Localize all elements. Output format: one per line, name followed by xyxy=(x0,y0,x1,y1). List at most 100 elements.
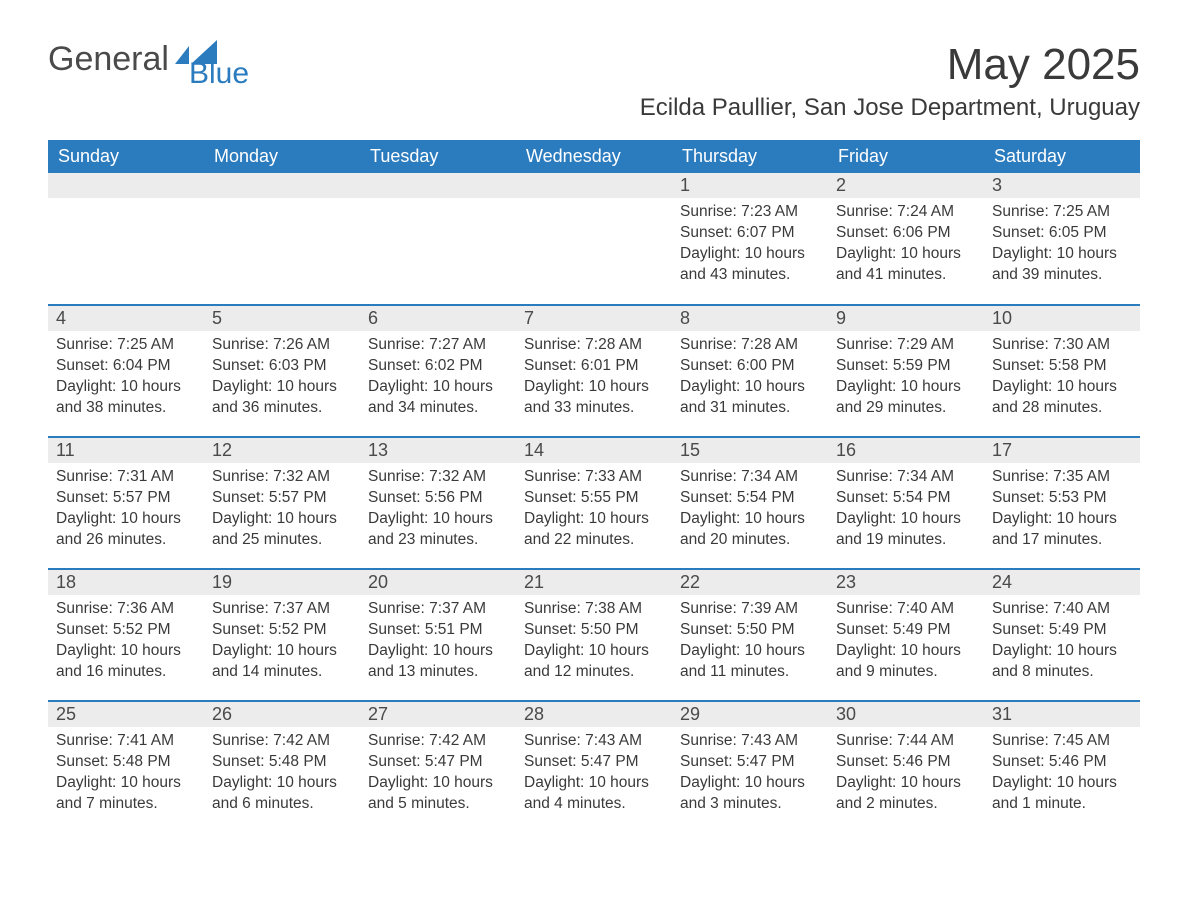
day-details: Sunrise: 7:29 AMSunset: 5:59 PMDaylight:… xyxy=(828,331,984,427)
day-details: Sunrise: 7:28 AMSunset: 6:01 PMDaylight:… xyxy=(516,331,672,427)
calendar-day-cell: 2Sunrise: 7:24 AMSunset: 6:06 PMDaylight… xyxy=(828,173,984,305)
calendar-day-cell: 25Sunrise: 7:41 AMSunset: 5:48 PMDayligh… xyxy=(48,701,204,833)
day-number: 16 xyxy=(828,438,984,463)
day-number-empty xyxy=(516,173,672,198)
logo-text-general: General xyxy=(48,40,169,79)
day-header: Friday xyxy=(828,140,984,173)
day-number: 2 xyxy=(828,173,984,198)
calendar-day-cell: 26Sunrise: 7:42 AMSunset: 5:48 PMDayligh… xyxy=(204,701,360,833)
calendar-day-cell xyxy=(48,173,204,305)
calendar-day-cell xyxy=(360,173,516,305)
day-header: Sunday xyxy=(48,140,204,173)
calendar-day-cell: 14Sunrise: 7:33 AMSunset: 5:55 PMDayligh… xyxy=(516,437,672,569)
day-number: 17 xyxy=(984,438,1140,463)
day-header-row: SundayMondayTuesdayWednesdayThursdayFrid… xyxy=(48,140,1140,173)
calendar-day-cell: 11Sunrise: 7:31 AMSunset: 5:57 PMDayligh… xyxy=(48,437,204,569)
calendar-day-cell: 9Sunrise: 7:29 AMSunset: 5:59 PMDaylight… xyxy=(828,305,984,437)
day-number: 5 xyxy=(204,306,360,331)
calendar-body: 1Sunrise: 7:23 AMSunset: 6:07 PMDaylight… xyxy=(48,173,1140,833)
day-details: Sunrise: 7:41 AMSunset: 5:48 PMDaylight:… xyxy=(48,727,204,823)
day-details: Sunrise: 7:43 AMSunset: 5:47 PMDaylight:… xyxy=(672,727,828,823)
calendar-day-cell: 19Sunrise: 7:37 AMSunset: 5:52 PMDayligh… xyxy=(204,569,360,701)
day-number: 29 xyxy=(672,702,828,727)
day-details: Sunrise: 7:28 AMSunset: 6:00 PMDaylight:… xyxy=(672,331,828,427)
day-details: Sunrise: 7:26 AMSunset: 6:03 PMDaylight:… xyxy=(204,331,360,427)
day-number: 12 xyxy=(204,438,360,463)
calendar-day-cell: 7Sunrise: 7:28 AMSunset: 6:01 PMDaylight… xyxy=(516,305,672,437)
calendar-week: 4Sunrise: 7:25 AMSunset: 6:04 PMDaylight… xyxy=(48,305,1140,437)
day-details: Sunrise: 7:39 AMSunset: 5:50 PMDaylight:… xyxy=(672,595,828,691)
day-number: 1 xyxy=(672,173,828,198)
calendar-week: 1Sunrise: 7:23 AMSunset: 6:07 PMDaylight… xyxy=(48,173,1140,305)
day-details: Sunrise: 7:36 AMSunset: 5:52 PMDaylight:… xyxy=(48,595,204,691)
day-details: Sunrise: 7:30 AMSunset: 5:58 PMDaylight:… xyxy=(984,331,1140,427)
day-number: 7 xyxy=(516,306,672,331)
day-number: 19 xyxy=(204,570,360,595)
calendar-day-cell: 12Sunrise: 7:32 AMSunset: 5:57 PMDayligh… xyxy=(204,437,360,569)
calendar-day-cell: 24Sunrise: 7:40 AMSunset: 5:49 PMDayligh… xyxy=(984,569,1140,701)
day-number: 6 xyxy=(360,306,516,331)
day-details: Sunrise: 7:34 AMSunset: 5:54 PMDaylight:… xyxy=(672,463,828,559)
day-number-empty xyxy=(48,173,204,198)
day-header: Wednesday xyxy=(516,140,672,173)
calendar-day-cell: 21Sunrise: 7:38 AMSunset: 5:50 PMDayligh… xyxy=(516,569,672,701)
day-details: Sunrise: 7:42 AMSunset: 5:47 PMDaylight:… xyxy=(360,727,516,823)
day-number: 8 xyxy=(672,306,828,331)
day-header: Monday xyxy=(204,140,360,173)
day-details: Sunrise: 7:33 AMSunset: 5:55 PMDaylight:… xyxy=(516,463,672,559)
calendar-day-cell: 15Sunrise: 7:34 AMSunset: 5:54 PMDayligh… xyxy=(672,437,828,569)
day-number: 10 xyxy=(984,306,1140,331)
day-details: Sunrise: 7:37 AMSunset: 5:51 PMDaylight:… xyxy=(360,595,516,691)
calendar-day-cell: 16Sunrise: 7:34 AMSunset: 5:54 PMDayligh… xyxy=(828,437,984,569)
day-number: 31 xyxy=(984,702,1140,727)
day-number: 14 xyxy=(516,438,672,463)
day-details: Sunrise: 7:42 AMSunset: 5:48 PMDaylight:… xyxy=(204,727,360,823)
day-number: 23 xyxy=(828,570,984,595)
calendar-day-cell xyxy=(516,173,672,305)
calendar-day-cell: 17Sunrise: 7:35 AMSunset: 5:53 PMDayligh… xyxy=(984,437,1140,569)
day-number: 9 xyxy=(828,306,984,331)
day-number: 13 xyxy=(360,438,516,463)
day-details: Sunrise: 7:43 AMSunset: 5:47 PMDaylight:… xyxy=(516,727,672,823)
day-number: 11 xyxy=(48,438,204,463)
day-details: Sunrise: 7:32 AMSunset: 5:56 PMDaylight:… xyxy=(360,463,516,559)
calendar-day-cell: 1Sunrise: 7:23 AMSunset: 6:07 PMDaylight… xyxy=(672,173,828,305)
calendar-day-cell: 3Sunrise: 7:25 AMSunset: 6:05 PMDaylight… xyxy=(984,173,1140,305)
day-details: Sunrise: 7:45 AMSunset: 5:46 PMDaylight:… xyxy=(984,727,1140,823)
day-number: 24 xyxy=(984,570,1140,595)
day-header: Tuesday xyxy=(360,140,516,173)
calendar-table: SundayMondayTuesdayWednesdayThursdayFrid… xyxy=(48,140,1140,833)
day-number-empty xyxy=(360,173,516,198)
day-details: Sunrise: 7:25 AMSunset: 6:05 PMDaylight:… xyxy=(984,198,1140,294)
day-number: 15 xyxy=(672,438,828,463)
day-details: Sunrise: 7:38 AMSunset: 5:50 PMDaylight:… xyxy=(516,595,672,691)
page-title: May 2025 xyxy=(947,40,1140,90)
day-details: Sunrise: 7:27 AMSunset: 6:02 PMDaylight:… xyxy=(360,331,516,427)
day-number: 22 xyxy=(672,570,828,595)
day-details: Sunrise: 7:35 AMSunset: 5:53 PMDaylight:… xyxy=(984,463,1140,559)
calendar-week: 11Sunrise: 7:31 AMSunset: 5:57 PMDayligh… xyxy=(48,437,1140,569)
day-details: Sunrise: 7:40 AMSunset: 5:49 PMDaylight:… xyxy=(984,595,1140,691)
day-number: 3 xyxy=(984,173,1140,198)
day-number: 4 xyxy=(48,306,204,331)
calendar-day-cell: 8Sunrise: 7:28 AMSunset: 6:00 PMDaylight… xyxy=(672,305,828,437)
day-number-empty xyxy=(204,173,360,198)
day-header: Thursday xyxy=(672,140,828,173)
calendar-day-cell: 10Sunrise: 7:30 AMSunset: 5:58 PMDayligh… xyxy=(984,305,1140,437)
day-details: Sunrise: 7:32 AMSunset: 5:57 PMDaylight:… xyxy=(204,463,360,559)
day-details: Sunrise: 7:34 AMSunset: 5:54 PMDaylight:… xyxy=(828,463,984,559)
day-number: 28 xyxy=(516,702,672,727)
day-header: Saturday xyxy=(984,140,1140,173)
day-number: 25 xyxy=(48,702,204,727)
calendar-day-cell: 27Sunrise: 7:42 AMSunset: 5:47 PMDayligh… xyxy=(360,701,516,833)
calendar-day-cell: 18Sunrise: 7:36 AMSunset: 5:52 PMDayligh… xyxy=(48,569,204,701)
calendar-day-cell: 13Sunrise: 7:32 AMSunset: 5:56 PMDayligh… xyxy=(360,437,516,569)
day-number: 21 xyxy=(516,570,672,595)
calendar-week: 25Sunrise: 7:41 AMSunset: 5:48 PMDayligh… xyxy=(48,701,1140,833)
day-details: Sunrise: 7:23 AMSunset: 6:07 PMDaylight:… xyxy=(672,198,828,294)
calendar-day-cell: 23Sunrise: 7:40 AMSunset: 5:49 PMDayligh… xyxy=(828,569,984,701)
calendar-day-cell: 5Sunrise: 7:26 AMSunset: 6:03 PMDaylight… xyxy=(204,305,360,437)
calendar-day-cell: 30Sunrise: 7:44 AMSunset: 5:46 PMDayligh… xyxy=(828,701,984,833)
day-details: Sunrise: 7:44 AMSunset: 5:46 PMDaylight:… xyxy=(828,727,984,823)
day-details: Sunrise: 7:31 AMSunset: 5:57 PMDaylight:… xyxy=(48,463,204,559)
